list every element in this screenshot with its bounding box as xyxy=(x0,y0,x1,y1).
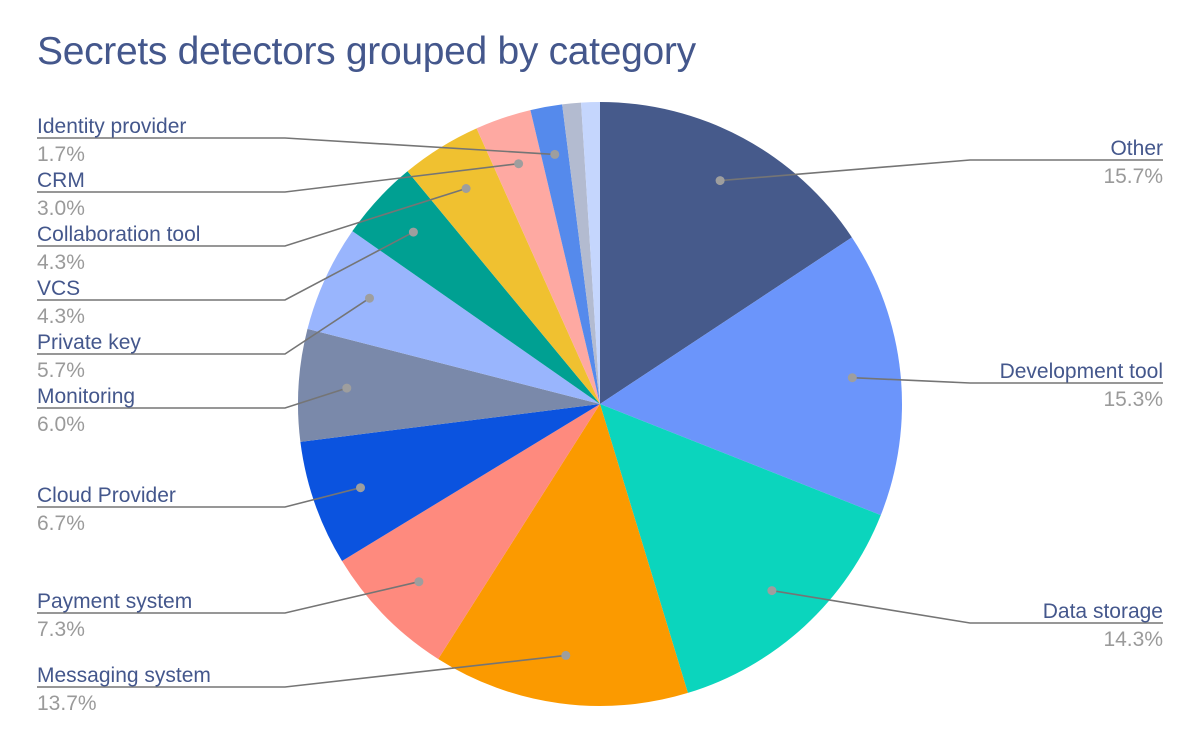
slice-label-value: 7.3% xyxy=(37,618,85,641)
slice-label-name: CRM xyxy=(37,169,85,192)
pie-slice-collaboration-tool xyxy=(407,128,600,404)
leader-dot xyxy=(356,483,365,493)
slice-label-name: Collaboration tool xyxy=(37,223,200,246)
leader-dot xyxy=(342,383,352,393)
leader-line xyxy=(37,486,361,508)
slice-label-name: VCS xyxy=(37,277,80,300)
pie-slice-development-tool xyxy=(600,237,902,516)
slice-label-value: 13.7% xyxy=(37,692,97,715)
slice-label-name: Payment system xyxy=(37,590,192,613)
slice-label-name: Development tool xyxy=(1000,360,1163,383)
leader-dot xyxy=(414,577,424,587)
leader-lines xyxy=(37,137,1163,688)
slice-label-name: Identity provider xyxy=(37,115,186,138)
slice-label-name: Private key xyxy=(37,331,141,354)
leader-line xyxy=(37,187,467,247)
slice-label-value: 15.3% xyxy=(1103,388,1163,411)
slice-label-name: Cloud Provider xyxy=(37,484,176,507)
pie-slice-cloud-provider xyxy=(300,404,600,561)
slice-label-value: 6.7% xyxy=(37,512,85,535)
slice-label-value: 4.3% xyxy=(37,305,85,328)
leader-dot xyxy=(715,176,725,186)
pie-slice-unlabeled xyxy=(562,102,600,404)
pie-slice-monitoring xyxy=(298,328,600,442)
slice-label-value: 3.0% xyxy=(37,197,85,220)
slice-label-value: 6.0% xyxy=(37,413,85,436)
leader-line xyxy=(771,589,1163,624)
slice-label-name: Data storage xyxy=(1043,600,1163,623)
slice-label-value: 1.7% xyxy=(37,143,85,166)
leader-line xyxy=(37,162,519,193)
pie-slice-identity-provider xyxy=(530,104,600,404)
slice-label-value: 14.3% xyxy=(1103,628,1163,651)
pie-slice-unlabeled xyxy=(581,102,600,404)
slice-label-value: 15.7% xyxy=(1103,165,1163,188)
slice-label-value: 4.3% xyxy=(37,251,85,274)
chart-title: Secrets detectors grouped by category xyxy=(37,30,696,73)
slice-label-name: Messaging system xyxy=(37,664,211,687)
pie-slice-messaging-system xyxy=(438,404,688,707)
slice-label-name: Other xyxy=(1110,137,1163,160)
pie-slice-other xyxy=(600,102,852,404)
leader-dot xyxy=(461,184,471,193)
leader-dot xyxy=(550,149,560,159)
leader-line xyxy=(720,159,1163,182)
pie-slice-payment-system xyxy=(342,404,600,659)
leader-dot xyxy=(561,650,571,660)
leader-dot xyxy=(847,373,857,383)
slice-label-value: 5.7% xyxy=(37,359,85,382)
leader-dot xyxy=(365,293,374,303)
leader-line xyxy=(852,376,1163,384)
leader-line xyxy=(37,231,414,301)
leader-line xyxy=(37,297,370,355)
leader-dot xyxy=(408,227,418,237)
leader-line xyxy=(37,654,566,688)
pie-slices xyxy=(298,102,902,707)
pie-slice-private-key xyxy=(307,231,600,404)
leader-line xyxy=(37,580,420,614)
pie-slice-data-storage xyxy=(600,404,881,693)
leader-dot xyxy=(767,586,777,596)
slice-labels: Other 15.7% Development tool 15.3% Data stor… xyxy=(37,115,1163,715)
pie-slice-crm xyxy=(476,110,600,405)
leader-line xyxy=(37,137,555,156)
slice-label-name: Monitoring xyxy=(37,385,135,408)
leader-line xyxy=(37,387,348,409)
leader-dot xyxy=(514,159,524,169)
